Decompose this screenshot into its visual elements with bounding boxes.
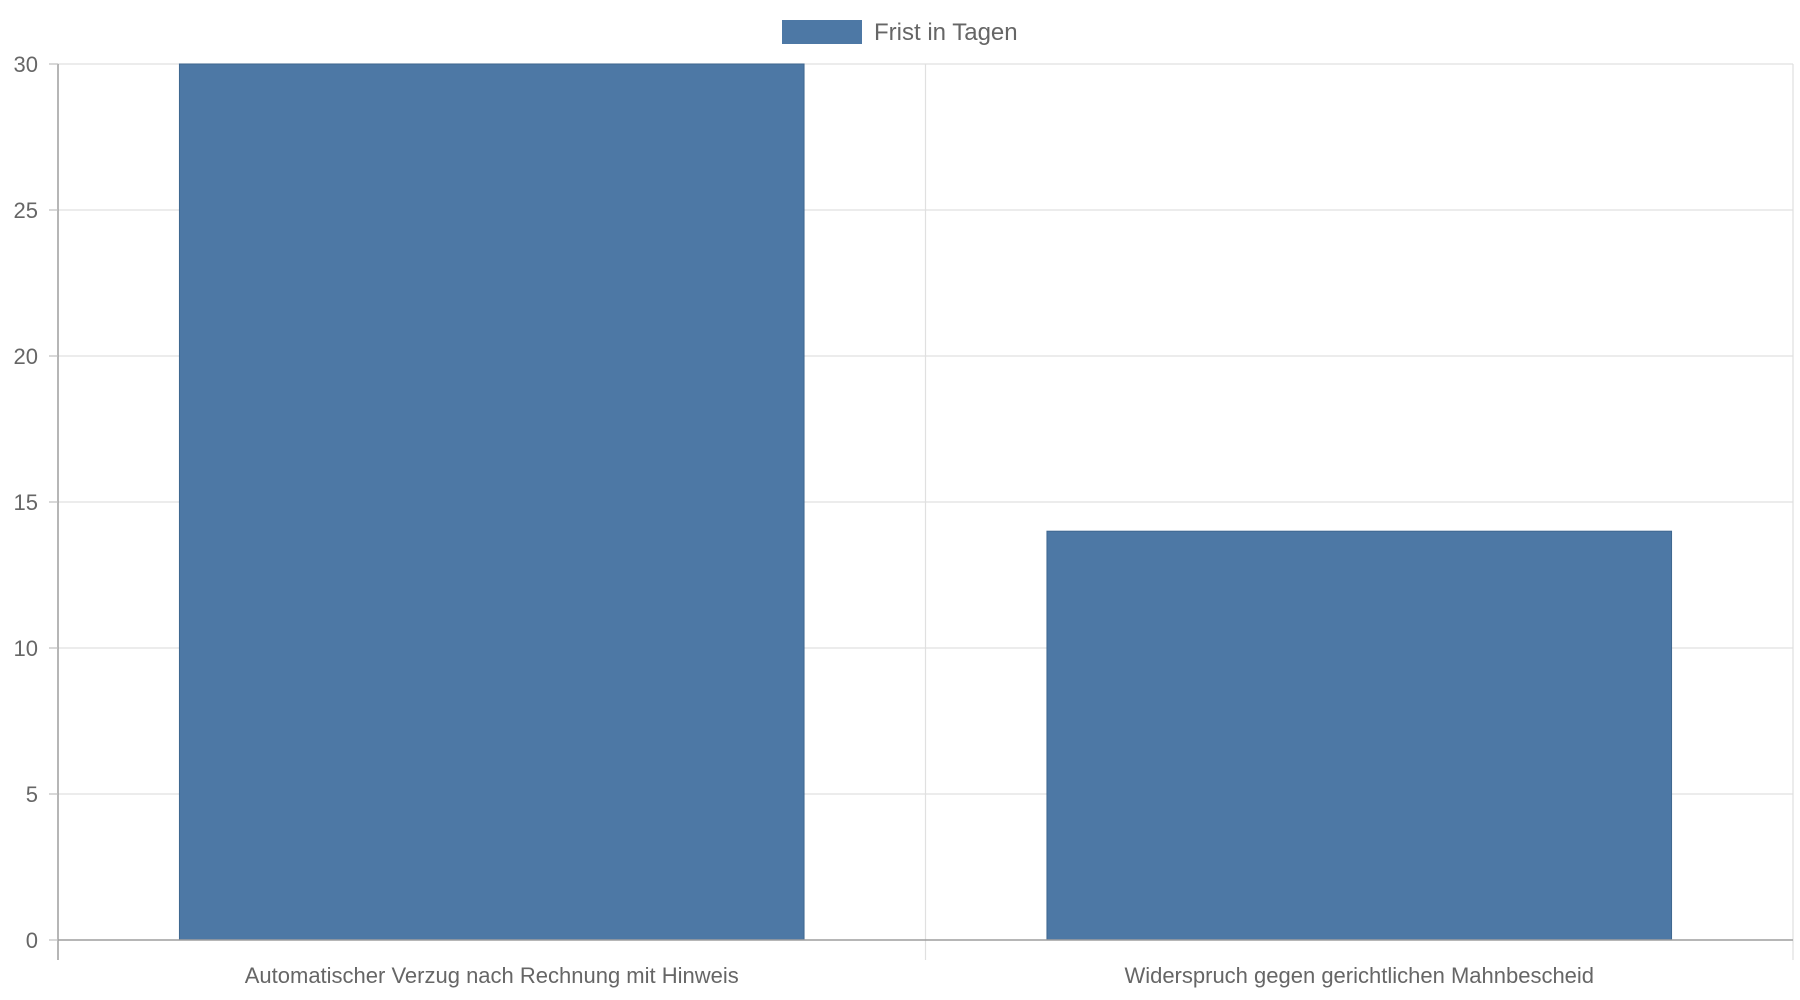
y-axis-ticks: 0 5 10 15 20 25 30 <box>14 52 58 953</box>
x-axis-ticks: Automatischer Verzug nach Rechnung mit H… <box>245 963 1594 988</box>
legend-swatch <box>782 20 862 44</box>
legend: Frist in Tagen <box>782 19 1018 46</box>
x-tick-label-0: Automatischer Verzug nach Rechnung mit H… <box>245 963 739 988</box>
bar-0 <box>178 63 805 941</box>
y-tick-label-10: 10 <box>14 636 38 661</box>
bars <box>178 63 1673 941</box>
y-tick-label-5: 5 <box>26 782 38 807</box>
x-tick-label-1: Widerspruch gegen gerichtlichen Mahnbesc… <box>1124 963 1594 988</box>
axes <box>57 64 1793 960</box>
y-tick-label-25: 25 <box>14 198 38 223</box>
legend-label: Frist in Tagen <box>874 19 1018 46</box>
y-tick-label-0: 0 <box>26 928 38 953</box>
bar-1 <box>1046 530 1673 941</box>
y-tick-label-15: 15 <box>14 490 38 515</box>
y-tick-label-30: 30 <box>14 52 38 77</box>
y-tick-label-20: 20 <box>14 344 38 369</box>
